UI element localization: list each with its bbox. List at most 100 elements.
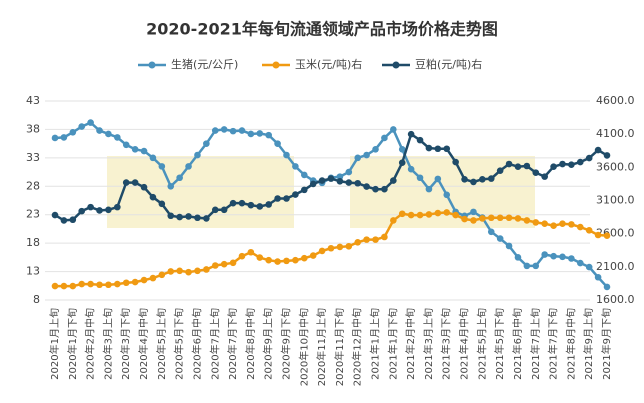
data-point [541,173,548,180]
data-point [140,276,148,284]
data-point [496,167,504,174]
legend-label: 玉米(元/吨)右 [295,57,362,71]
data-point [568,161,575,168]
data-point [158,163,166,170]
data-point [292,163,299,170]
data-point [514,254,522,261]
data-point [390,126,397,133]
data-point [105,130,112,138]
data-point [309,180,317,188]
data-point [514,163,522,170]
data-point [363,183,370,190]
data-point [283,151,290,159]
data-point [140,147,148,155]
data-point [550,163,557,170]
y-tick-label: 8 [33,293,40,306]
data-point [69,128,77,136]
x-tick-label: 2020年3月上旬 [101,308,114,380]
data-point [60,134,68,141]
data-point [220,126,228,133]
data-point [229,199,237,207]
data-point [470,178,477,186]
data-point [247,248,255,256]
data-point [194,214,201,222]
data-point [505,214,513,222]
data-point [167,268,175,275]
y2-tick-label: 3100.0 [596,194,635,207]
data-point [283,257,290,265]
data-point [274,140,281,147]
data-point [185,213,192,220]
legend-marker [392,61,400,69]
data-point [559,160,566,168]
y2-tick-label: 1600.0 [596,293,635,306]
data-point [87,119,94,126]
data-point [496,214,504,222]
data-point [576,223,584,231]
data-point [283,195,290,202]
y-tick-label: 33 [26,151,40,164]
data-point [78,123,86,130]
y2-tick-label: 4600.0 [596,94,635,107]
data-point [265,201,272,208]
data-point [372,236,379,243]
data-point [300,254,308,262]
data-point [318,247,326,255]
data-point [568,255,575,262]
data-point [336,243,344,251]
data-point [523,262,531,270]
y-tick-label: 13 [26,265,40,278]
data-point [327,175,335,182]
x-tick-label: 2021年3月上旬 [422,308,435,380]
legend-label: 豆粕(元/吨)右 [415,57,482,71]
data-point [541,251,548,258]
data-point [532,169,540,176]
data-point [122,179,130,186]
data-point [114,134,121,141]
x-tick-label: 2020年3月下旬 [119,308,132,380]
x-tick-label: 2020年12月中旬 [351,308,364,386]
data-point [576,158,584,166]
x-tick-label: 2020年1月下旬 [66,308,79,380]
data-point [390,177,397,184]
data-point [585,263,593,271]
data-point [381,185,388,193]
data-point [398,210,406,218]
data-point [559,220,566,228]
data-point [60,282,68,290]
data-point [265,131,272,139]
data-point [461,175,468,183]
data-point [603,283,611,291]
watermark-box [107,156,294,228]
x-tick-label: 2020年4月中旬 [137,308,150,380]
data-point [122,141,130,149]
data-point [211,206,219,214]
data-point [69,216,77,224]
data-point [550,222,557,230]
x-tick-label: 2021年5月上旬 [475,308,488,380]
x-tick-label: 2020年11月下旬 [333,308,346,386]
data-point [505,160,513,168]
data-point [51,282,59,290]
data-point [594,146,602,154]
data-point [105,206,112,214]
data-point [158,271,166,279]
data-point [274,258,281,265]
x-tick-label: 2021年1月上旬 [369,308,382,380]
x-tick-label: 2020年1月上旬 [48,308,61,380]
data-point [203,266,210,273]
y-tick-label: 23 [26,208,40,221]
data-point [167,212,175,220]
x-tick-label: 2020年5月下旬 [173,308,186,380]
data-point [345,168,353,176]
data-point [568,221,575,228]
data-point [238,252,246,260]
data-point [131,278,139,286]
x-tick-label: 2020年11月上旬 [315,308,328,386]
data-point [336,177,344,185]
x-tick-label: 2020年7月上旬 [208,308,221,380]
data-point [247,130,255,138]
data-point [96,281,103,289]
x-tick-label: 2020年9月下旬 [279,308,292,380]
